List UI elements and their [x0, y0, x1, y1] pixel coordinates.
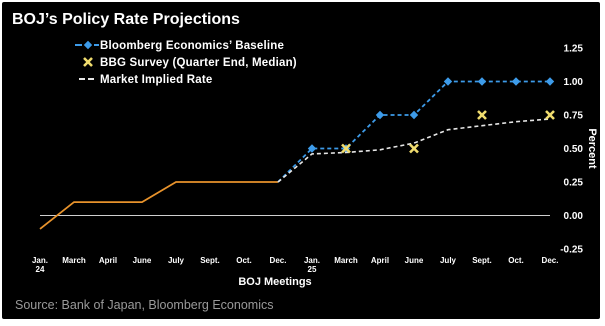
y-axis-ticks: -0.25 0.00 0.25 0.50 0.75 1.00 1.25 [560, 44, 583, 256]
legend-label: Bloomberg Economics’ Baseline [100, 40, 284, 52]
x-tick-label: March [62, 256, 86, 265]
x-tick-label: July [440, 256, 457, 265]
diamond-marker [83, 40, 93, 50]
y-tick-label: -0.25 [560, 245, 583, 256]
x-tick-label: 24 [36, 265, 45, 274]
x-marker-stroke [341, 143, 351, 154]
x-tick-label: Dec. [542, 256, 559, 265]
x-marker [545, 110, 555, 120]
source-note: Source: Bank of Japan, Bloomberg Economi… [15, 298, 273, 312]
chart-title: BOJ’s Policy Rate Projections [12, 11, 240, 28]
x-tick-label: April [371, 256, 389, 265]
diamond-marker [409, 110, 419, 120]
y-tick-label: 1.25 [564, 44, 584, 55]
x-marker [341, 143, 351, 154]
diamond-marker [375, 110, 385, 120]
x-tick-label: June [405, 256, 424, 265]
diamond-marker [443, 77, 453, 86]
y-tick-label: 1.00 [564, 77, 584, 88]
legend-item: Bloomberg Economics’ Baseline [75, 40, 284, 52]
x-marker-stroke [83, 57, 93, 67]
x-tick-label: Jan. [304, 256, 320, 265]
x-tick-label: Sept. [472, 256, 492, 265]
x-tick-label: June [133, 256, 152, 265]
y-tick-label: 0.75 [564, 111, 584, 122]
series-line-market-implied [277, 118, 551, 183]
x-marker [409, 143, 419, 154]
x-marker [83, 57, 93, 67]
series-group [39, 77, 555, 230]
x-tick-label: April [99, 256, 117, 265]
x-marker-stroke [545, 110, 555, 120]
series-line-baseline [277, 80, 550, 183]
chart-svg: BOJ’s Policy Rate Projections Bloomberg … [12, 11, 598, 312]
diamond-marker [307, 144, 317, 153]
x-tick-label: Jan. [32, 256, 48, 265]
x-marker-stroke [409, 143, 419, 154]
x-axis-label: BOJ Meetings [238, 276, 311, 288]
x-marker [477, 110, 487, 120]
x-tick-label: Dec. [270, 256, 287, 265]
y-tick-label: 0.50 [564, 144, 584, 155]
y-tick-label: 0.25 [564, 178, 584, 189]
x-tick-label: Oct. [236, 256, 252, 265]
x-marker-stroke [477, 110, 487, 120]
x-tick-label: 25 [308, 265, 317, 274]
diamond-marker [511, 77, 521, 86]
diamond-marker [545, 77, 555, 86]
series-line-actual [39, 181, 278, 230]
legend-label: Market Implied Rate [100, 74, 212, 86]
x-tick-label: March [334, 256, 358, 265]
x-tick-label: Sept. [200, 256, 220, 265]
legend-item: BBG Survey (Quarter End, Median) [83, 57, 297, 69]
x-tick-label: Oct. [508, 256, 524, 265]
legend-item: Market Implied Rate [79, 74, 212, 86]
chart-panel: BOJ’s Policy Rate Projections Bloomberg … [2, 2, 600, 319]
y-tick-label: 0.00 [564, 211, 584, 222]
diamond-marker [477, 77, 487, 86]
legend-label: BBG Survey (Quarter End, Median) [100, 57, 297, 69]
legend: Bloomberg Economics’ Baseline BBG Survey … [75, 40, 297, 86]
x-tick-label: July [168, 256, 185, 265]
y-axis-label: Percent [586, 128, 598, 169]
